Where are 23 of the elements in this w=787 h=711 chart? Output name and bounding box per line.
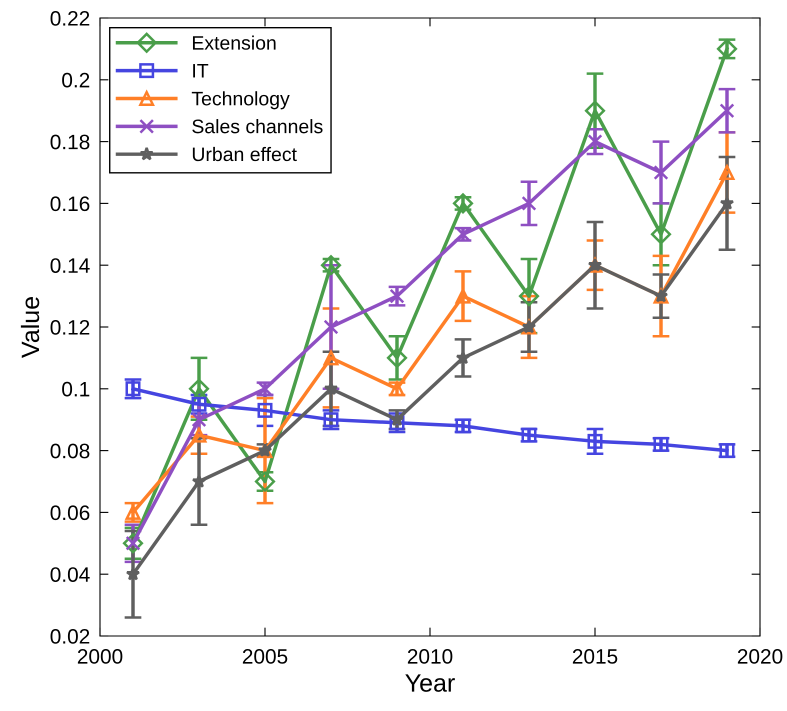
y-tick-label: 0.12 [50,320,90,335]
legend-label: Sales channels [192,119,323,134]
x-tick-label: 2010 [408,649,452,664]
x-tick-label: 2015 [572,649,618,664]
x-tick-label: 2020 [738,649,782,664]
x-tick-label: 2005 [242,649,288,664]
y-tick-label: 0.16 [50,196,90,212]
y-tick-label: 0.08 [50,444,90,458]
y-tick-label: 0.14 [50,258,90,273]
legend-label: Technology [192,91,290,110]
x-tick-label: 2000 [78,649,122,664]
legend-label: Urban effect [192,146,297,162]
x-axis-title: Year [405,674,455,692]
y-tick-label: 0.04 [50,567,90,582]
y-tick-label: 0.1 [62,382,90,397]
legend-label: Extension [192,36,276,50]
y-tick-label: 0.02 [50,629,90,644]
y-axis-title: Value [20,297,40,358]
y-tick-label: 0.22 [50,11,90,26]
y-tick-label: 0.06 [50,505,90,520]
legend-label: IT [193,64,208,78]
y-tick-label: 0.2 [62,72,90,88]
y-tick-label: 0.18 [50,134,90,150]
